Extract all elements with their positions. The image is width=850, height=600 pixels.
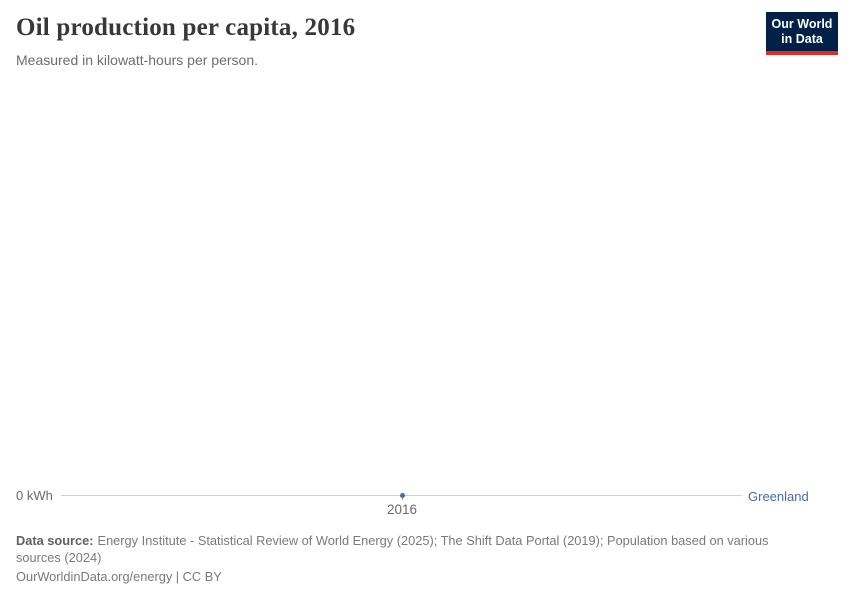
data-source-text: Energy Institute - Statistical Review of… — [16, 533, 769, 565]
page-title: Oil production per capita, 2016 — [16, 14, 356, 41]
x-axis-tick-mark — [402, 496, 403, 500]
data-source-label: Data source: — [16, 533, 94, 548]
series-label-greenland[interactable]: Greenland — [748, 489, 809, 504]
owid-logo-line2: in Data — [781, 31, 823, 46]
owid-logo[interactable]: Our World in Data — [766, 12, 838, 55]
chart-subtitle: Measured in kilowatt-hours per person. — [16, 52, 259, 68]
y-axis-zero-label: 0 kWh — [16, 488, 53, 503]
plot-area: 0 kWh 2016 Greenland — [0, 80, 850, 520]
x-axis-tick-label: 2016 — [386, 502, 418, 517]
owid-logo-line1: Our World — [771, 16, 833, 31]
footer-license-link[interactable]: OurWorldinData.org/energy | CC BY — [16, 569, 222, 584]
footer-data-source: Data source: Energy Institute - Statistic… — [16, 533, 812, 567]
data-point-greenland[interactable] — [400, 493, 405, 498]
